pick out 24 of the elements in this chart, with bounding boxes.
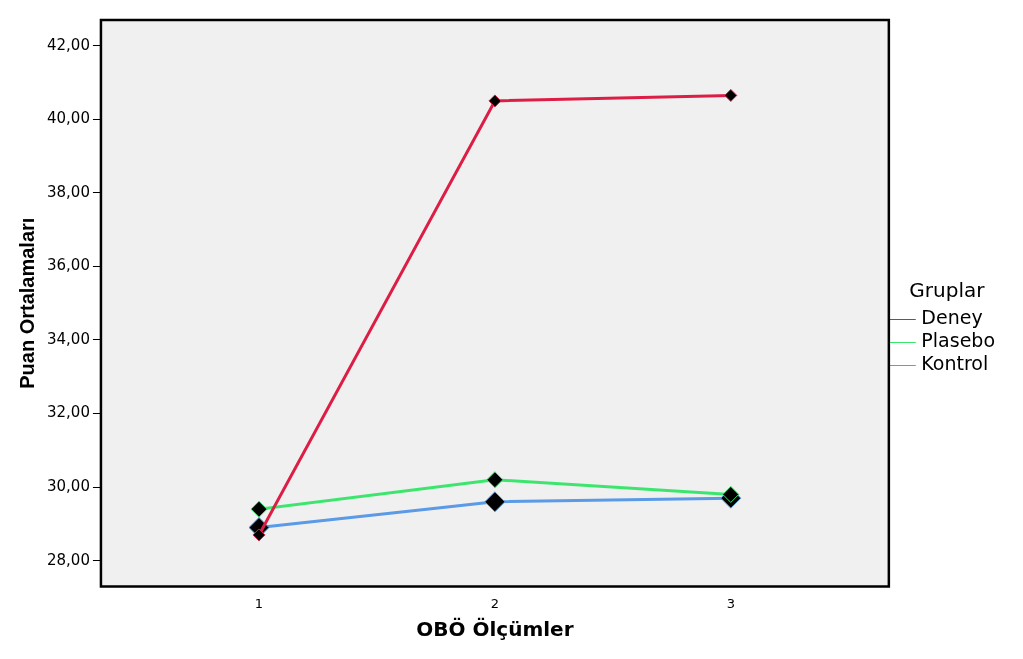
y-axis-title: Puan Ortalamaları	[15, 217, 38, 389]
y-tick-label: 38,00	[46, 182, 90, 201]
y-tick-label: 28,00	[46, 550, 90, 569]
legend-label: Deney	[921, 306, 983, 329]
point	[724, 88, 738, 102]
y-tick-label: 40,00	[46, 109, 90, 128]
legend-label: Plasebo	[921, 329, 995, 352]
x-tick-label: 1	[254, 595, 264, 611]
legend-title: Gruplar	[909, 278, 986, 303]
point	[488, 94, 502, 108]
point	[486, 471, 504, 489]
point	[250, 500, 268, 518]
point	[252, 528, 266, 542]
y-tick-label: 34,00	[46, 329, 90, 348]
y-tick-label: 42,00	[46, 35, 90, 54]
x-tick-label: 2	[490, 595, 500, 611]
point	[484, 491, 506, 513]
y-tick-label: 30,00	[46, 476, 90, 495]
x-tick-label: 3	[726, 595, 735, 611]
x-axis-title: OBÖ Ölçümler	[416, 617, 574, 642]
point	[722, 485, 740, 503]
y-tick-label: 36,00	[46, 256, 90, 275]
y-tick-label: 32,00	[46, 403, 90, 422]
legend-label: Kontrol	[921, 352, 989, 375]
